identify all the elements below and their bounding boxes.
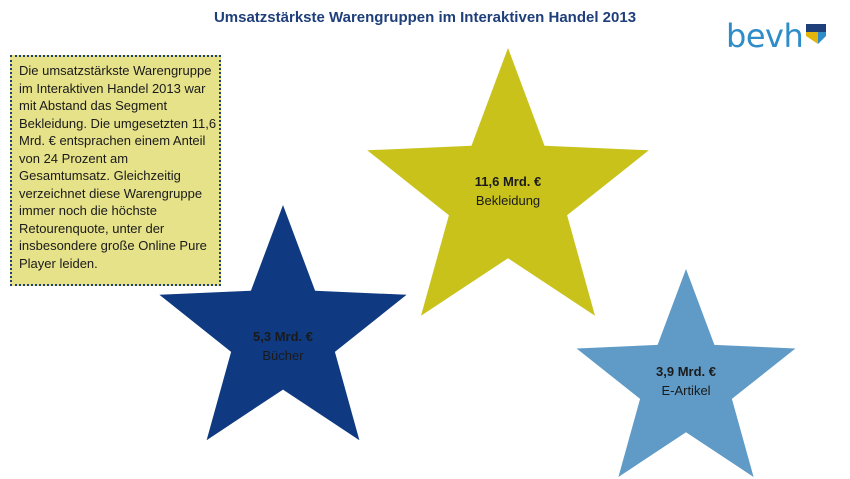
value-label: 11,6 Mrd. € xyxy=(475,174,541,189)
category-label: Bücher xyxy=(262,348,304,363)
category-label: E-Artikel xyxy=(661,383,710,398)
page-title: Umsatzstärkste Warengruppen im Interakti… xyxy=(213,9,637,26)
logo-cube-icon xyxy=(806,24,827,44)
value-label: 5,3 Mrd. € xyxy=(253,329,313,344)
category-label: Bekleidung xyxy=(476,193,540,208)
star-bekleidung xyxy=(367,48,649,316)
star-e-artikel xyxy=(576,269,796,477)
star-b-cher xyxy=(159,205,407,441)
bevh-logo: bevh xyxy=(726,20,827,56)
logo-text: bevh xyxy=(726,17,804,55)
value-label: 3,9 Mrd. € xyxy=(656,364,716,379)
info-text-box: Die umsatzstärkste Warengruppe im Intera… xyxy=(10,55,221,286)
